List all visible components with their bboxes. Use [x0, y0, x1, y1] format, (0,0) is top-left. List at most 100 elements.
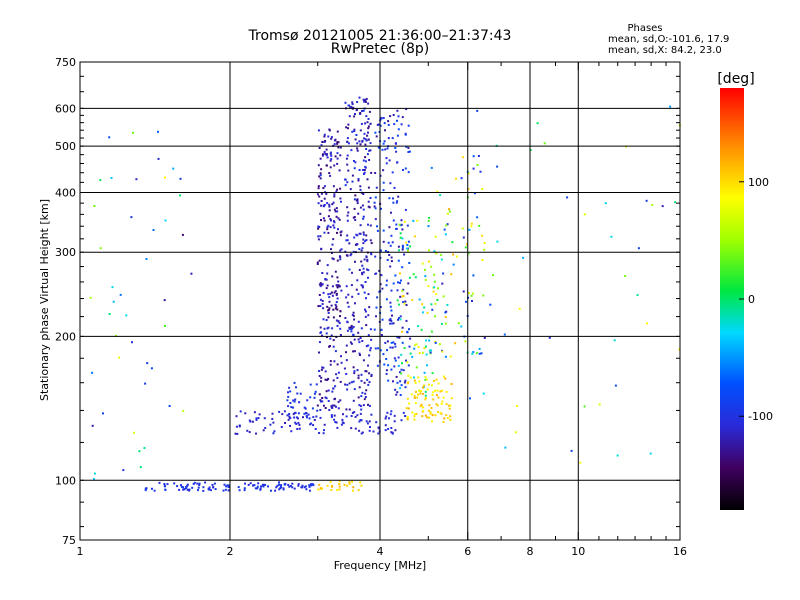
- data-point: [450, 383, 453, 385]
- data-point: [345, 285, 348, 288]
- data-point: [325, 397, 328, 400]
- data-point: [399, 272, 401, 275]
- data-point: [336, 152, 339, 155]
- data-point: [407, 407, 410, 410]
- data-point: [179, 194, 182, 197]
- data-point: [336, 259, 339, 262]
- data-point: [339, 258, 342, 261]
- data-point: [356, 142, 359, 145]
- data-point: [368, 306, 371, 309]
- x-tick-label: 1: [77, 545, 84, 558]
- data-point: [108, 313, 111, 315]
- data-point: [374, 196, 377, 199]
- data-point: [435, 403, 438, 406]
- data-point: [434, 341, 437, 344]
- data-point: [333, 193, 336, 196]
- data-point: [244, 412, 247, 415]
- data-point: [406, 247, 409, 250]
- data-point: [357, 377, 360, 380]
- data-point: [362, 98, 365, 101]
- data-point: [367, 200, 370, 203]
- data-point: [377, 347, 380, 350]
- data-point: [344, 383, 347, 386]
- data-point: [430, 265, 433, 268]
- data-point: [396, 391, 399, 394]
- data-point: [365, 234, 368, 237]
- data-point: [366, 178, 369, 181]
- data-point: [389, 182, 392, 185]
- data-point: [454, 342, 457, 345]
- data-point: [248, 431, 251, 434]
- data-point: [357, 396, 360, 399]
- data-point: [326, 272, 329, 275]
- data-point: [331, 390, 334, 393]
- data-point: [280, 426, 283, 428]
- data-point: [125, 314, 128, 317]
- data-point: [274, 489, 277, 492]
- data-point: [316, 261, 319, 264]
- data-point: [323, 404, 325, 407]
- data-point: [344, 178, 347, 181]
- data-point: [110, 177, 113, 179]
- data-point: [183, 488, 186, 491]
- data-point: [320, 380, 322, 383]
- data-point: [394, 388, 397, 391]
- data-point: [364, 240, 367, 243]
- data-point: [164, 219, 167, 222]
- data-point: [185, 487, 188, 489]
- data-point: [139, 466, 142, 469]
- data-point: [347, 169, 350, 172]
- data-point: [358, 248, 361, 251]
- data-point: [395, 201, 398, 204]
- data-point: [256, 485, 259, 488]
- data-point: [359, 405, 362, 408]
- data-point: [354, 161, 357, 164]
- data-point: [379, 124, 382, 127]
- data-point: [326, 484, 329, 487]
- data-point: [385, 279, 388, 282]
- data-point: [353, 128, 356, 131]
- data-point: [351, 295, 354, 298]
- data-point: [420, 390, 423, 393]
- data-point: [346, 163, 349, 166]
- data-point: [298, 427, 301, 430]
- data-point: [322, 432, 325, 435]
- data-point: [257, 482, 260, 485]
- data-point: [208, 486, 211, 489]
- data-point: [192, 482, 195, 485]
- data-point: [344, 250, 347, 253]
- data-point: [363, 132, 366, 135]
- data-point: [461, 227, 464, 230]
- data-point: [411, 355, 414, 358]
- data-point: [322, 291, 325, 294]
- data-point: [353, 198, 356, 201]
- data-point: [331, 203, 334, 206]
- data-point: [320, 168, 323, 171]
- data-point: [335, 207, 338, 210]
- data-point: [255, 418, 258, 421]
- data-point: [435, 293, 438, 296]
- data-point: [352, 350, 355, 353]
- data-point: [401, 237, 404, 240]
- data-point: [332, 238, 335, 241]
- data-point: [346, 137, 349, 140]
- data-point: [406, 224, 409, 227]
- data-point: [325, 278, 328, 281]
- data-point: [637, 247, 640, 250]
- data-point: [579, 461, 582, 464]
- data-point: [332, 258, 335, 261]
- data-point: [359, 206, 362, 209]
- data-point: [336, 376, 339, 379]
- data-point: [327, 316, 330, 319]
- data-point: [410, 393, 413, 396]
- data-point: [345, 351, 347, 354]
- data-point: [440, 403, 443, 405]
- data-point: [332, 201, 335, 204]
- data-point: [319, 172, 322, 175]
- data-point: [318, 432, 321, 434]
- data-point: [208, 488, 211, 490]
- data-point: [388, 197, 391, 200]
- data-point: [382, 229, 385, 232]
- data-point: [362, 404, 365, 407]
- data-point: [396, 381, 399, 384]
